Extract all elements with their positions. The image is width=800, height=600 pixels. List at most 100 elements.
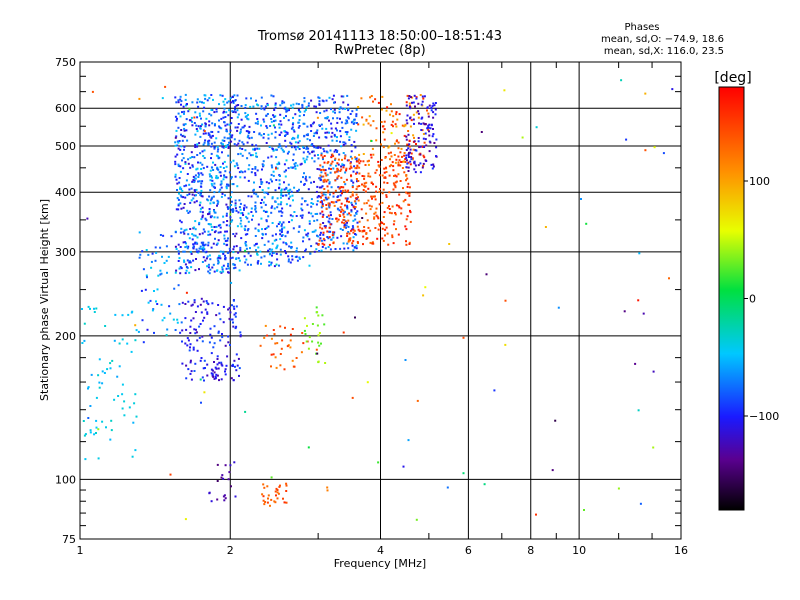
- scatter-point: [274, 200, 277, 203]
- scatter-point: [93, 311, 96, 313]
- scatter-point: [169, 312, 172, 315]
- scatter-point: [344, 183, 347, 186]
- scatter-point: [349, 155, 352, 158]
- scatter-point: [293, 211, 296, 213]
- scatter-point: [245, 97, 248, 100]
- scatter-point: [215, 373, 218, 376]
- scatter-point: [336, 121, 339, 124]
- scatter-point: [276, 491, 279, 494]
- scatter-point: [431, 135, 434, 138]
- scatter-point: [188, 193, 191, 196]
- scatter-point: [319, 212, 322, 215]
- scatter-point: [210, 372, 213, 375]
- scatter-point: [193, 301, 196, 304]
- scatter-point: [358, 220, 361, 223]
- scatter-point: [210, 145, 213, 148]
- scatter-point: [244, 104, 247, 107]
- scatter-point: [189, 156, 192, 159]
- scatter-point: [407, 161, 410, 164]
- scatter-point: [270, 365, 272, 368]
- scatter-point: [242, 214, 245, 216]
- scatter-point: [87, 305, 90, 308]
- scatter-point: [98, 381, 101, 384]
- scatter-point: [191, 164, 194, 167]
- scatter-point: [346, 207, 349, 210]
- scatter-point: [406, 177, 409, 180]
- scatter-point: [400, 147, 403, 150]
- scatter-point: [413, 140, 416, 143]
- scatter-point: [225, 267, 228, 270]
- scatter-point: [337, 163, 340, 166]
- scatter-point: [385, 109, 388, 112]
- scatter-point: [219, 166, 222, 168]
- scatter-point: [222, 178, 225, 181]
- scatter-point: [324, 226, 327, 229]
- scatter-point: [193, 116, 196, 119]
- scatter-point: [212, 375, 215, 378]
- scatter-point: [286, 345, 289, 348]
- scatter-point: [277, 223, 280, 225]
- scatter-point: [234, 207, 237, 210]
- scatter-point: [244, 112, 247, 115]
- scatter-point: [320, 123, 323, 126]
- scatter-point: [303, 229, 306, 232]
- scatter-point: [305, 158, 308, 161]
- scatter-point: [234, 312, 237, 315]
- scatter-point: [142, 268, 145, 271]
- scatter-point: [315, 352, 318, 355]
- scatter-point: [218, 126, 221, 129]
- scatter-point: [351, 191, 354, 194]
- scatter-point: [267, 215, 270, 218]
- scatter-point: [177, 112, 180, 115]
- scatter-point: [228, 471, 231, 474]
- scatter-point: [183, 135, 186, 138]
- scatter-point: [342, 95, 345, 98]
- scatter-point: [186, 247, 189, 250]
- scatter-point: [338, 199, 341, 202]
- scatter-point: [406, 143, 409, 146]
- scatter-point: [244, 225, 247, 228]
- scatter-point: [218, 156, 221, 159]
- scatter-point: [394, 181, 397, 184]
- scatter-point: [249, 254, 252, 257]
- scatter-point: [310, 245, 313, 248]
- scatter-point: [408, 241, 411, 244]
- scatter-point: [217, 155, 219, 158]
- scatter-point: [421, 129, 424, 132]
- scatter-point: [334, 157, 337, 160]
- scatter-point: [352, 181, 355, 184]
- scatter-point: [337, 195, 340, 198]
- scatter-point: [345, 119, 348, 122]
- scatter-point: [281, 149, 284, 152]
- scatter-point: [551, 469, 554, 472]
- scatter-point: [414, 105, 416, 108]
- scatter-point: [412, 134, 415, 137]
- scatter-point: [257, 260, 260, 262]
- scatter-point: [191, 303, 194, 306]
- scatter-point: [245, 115, 248, 118]
- scatter-point: [407, 133, 410, 136]
- scatter-point: [378, 203, 381, 206]
- scatter-point: [462, 336, 465, 339]
- scatter-point: [347, 159, 350, 162]
- scatter-point: [377, 461, 380, 464]
- scatter-point: [109, 438, 112, 441]
- scatter-point: [317, 96, 320, 99]
- scatter-point: [369, 96, 372, 99]
- scatter-point: [347, 117, 350, 120]
- scatter-point: [195, 331, 198, 334]
- scatter-point: [145, 274, 148, 277]
- scatter-point: [231, 183, 234, 186]
- scatter-point: [357, 199, 360, 202]
- scatter-point: [409, 220, 412, 223]
- scatter-point: [419, 145, 422, 148]
- scatter-point: [290, 241, 293, 244]
- scatter-point: [247, 113, 249, 116]
- scatter-point: [339, 247, 342, 250]
- scatter-point: [219, 226, 222, 229]
- scatter-point: [176, 144, 179, 147]
- scatter-point: [296, 190, 299, 193]
- scatter-point: [247, 134, 250, 137]
- scatter-point: [408, 186, 411, 189]
- scatter-point: [239, 246, 242, 249]
